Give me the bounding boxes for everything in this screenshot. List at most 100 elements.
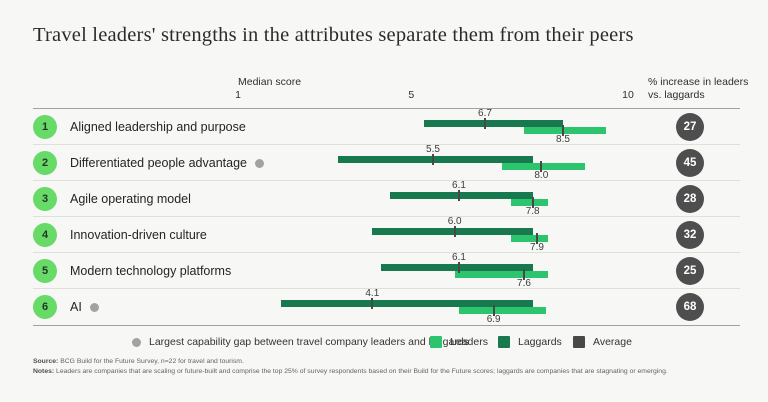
attribute-row: 5 Modern technology platforms 6.1 7.6 25 [33, 252, 740, 289]
attribute-label-text: Modern technology platforms [70, 264, 232, 278]
leaders-range-bar [511, 199, 548, 206]
leaders-range-bar [459, 307, 546, 314]
rank-badge: 6 [33, 295, 57, 319]
laggards-value-label: 6.7 [478, 108, 492, 119]
leaders-value-label: 7.9 [530, 242, 544, 253]
row-plot-area: 5.5 8.0 [238, 144, 628, 181]
average-swatch-icon [573, 336, 585, 348]
laggards-value-label: 6.1 [452, 180, 466, 191]
rank-badge: 4 [33, 223, 57, 247]
leaders-range-bar [502, 163, 585, 170]
leaders-range-bar [524, 127, 607, 134]
laggards-range-bar [372, 228, 533, 235]
largest-gap-dot-icon [255, 158, 264, 168]
attribute-row: 4 Innovation-driven culture 6.0 7.9 32 [33, 216, 740, 253]
attribute-label: Agile operating model [70, 181, 191, 217]
laggards-swatch-icon [498, 336, 510, 348]
pct-increase-badge: 25 [676, 257, 704, 285]
chart-title: Travel leaders' strengths in the attribu… [33, 24, 634, 46]
leaders-value-label: 8.5 [556, 134, 570, 145]
chart-rows: 1 Aligned leadership and purpose 6.7 8.5… [33, 108, 740, 326]
laggards-average-tick [453, 226, 456, 237]
leaders-swatch-icon [430, 336, 442, 348]
axis-title: Median score [238, 76, 302, 88]
leaders-value-label: 7.8 [525, 206, 540, 217]
laggards-value-label: 4.1 [365, 288, 380, 299]
source-line: Source: BCG Build for the Future Survey,… [33, 357, 753, 367]
source-prefix: Source: [33, 358, 59, 365]
attribute-label: Differentiated people advantage [70, 145, 264, 181]
pct-increase-badge: 68 [676, 293, 704, 321]
attribute-label: Innovation-driven culture [70, 217, 207, 253]
axis-tick-label: 5 [408, 89, 415, 101]
row-plot-area: 6.7 8.5 [238, 108, 628, 145]
leaders-average-tick [531, 197, 534, 208]
laggards-value-label: 6.1 [452, 252, 466, 263]
attribute-label-text: Agile operating model [70, 192, 191, 206]
laggards-average-tick [484, 118, 486, 129]
leaders-average-tick [540, 161, 543, 172]
leaders-value-label: 7.6 [517, 278, 531, 289]
row-plot-area: 6.0 7.9 [238, 216, 628, 253]
leaders-average-tick [492, 305, 495, 316]
laggards-value-label: 6.0 [447, 216, 462, 227]
leaders-average-tick [536, 233, 538, 244]
legend: Largest capability gap between travel co… [33, 336, 740, 352]
leaders-value-label: 8.0 [534, 170, 549, 181]
legend-leaders-label: Leaders [450, 336, 488, 348]
attribute-label-text: Innovation-driven culture [70, 228, 207, 242]
rank-badge: 3 [33, 187, 57, 211]
legend-item-laggards: Laggards [498, 336, 562, 348]
row-plot-area: 4.1 6.9 [238, 288, 628, 325]
leaders-average-tick [523, 269, 525, 280]
source-text: BCG Build for the Future Survey, n=22 fo… [58, 358, 244, 365]
laggards-value-label: 5.5 [426, 144, 440, 155]
laggards-average-tick [432, 154, 434, 165]
rank-badge: 5 [33, 259, 57, 283]
attribute-row: 6 AI 4.1 6.9 68 [33, 288, 740, 325]
laggards-average-tick [458, 262, 460, 273]
leaders-average-tick [562, 125, 564, 136]
footnotes: Source: BCG Build for the Future Survey,… [33, 357, 753, 376]
attribute-label-text: Differentiated people advantage [70, 156, 247, 170]
legend-gap-note-text: Largest capability gap between travel co… [149, 336, 469, 348]
row-plot-area: 6.1 7.6 [238, 252, 628, 289]
pct-increase-badge: 28 [676, 185, 704, 213]
attribute-row: 2 Differentiated people advantage 5.5 8.… [33, 144, 740, 181]
attribute-label-text: Aligned leadership and purpose [70, 120, 246, 134]
attribute-row: 3 Agile operating model 6.1 7.8 28 [33, 180, 740, 217]
legend-average-label: Average [593, 336, 632, 348]
gap-dot-icon [132, 337, 141, 347]
attribute-label: Modern technology platforms [70, 253, 231, 289]
laggards-range-bar [337, 156, 533, 163]
leaders-value-label: 6.9 [486, 314, 501, 325]
laggards-range-bar [281, 300, 533, 307]
legend-laggards-label: Laggards [518, 336, 562, 348]
attribute-label: Aligned leadership and purpose [70, 109, 246, 145]
leaders-range-bar [511, 235, 548, 242]
attribute-label: AI [70, 289, 99, 325]
row-plot-area: 6.1 7.8 [238, 180, 628, 217]
axis-ticks: 1 5 10 [235, 89, 634, 103]
pct-increase-badge: 45 [676, 149, 704, 177]
laggards-range-bar [389, 192, 533, 199]
notes-prefix: Notes: [33, 367, 55, 375]
attribute-label-text: AI [70, 300, 82, 314]
legend-item-leaders: Leaders [430, 336, 488, 348]
laggards-average-tick [458, 190, 460, 201]
laggards-range-bar [424, 120, 563, 127]
laggards-average-tick [371, 298, 374, 309]
pct-increase-badge: 27 [676, 113, 704, 141]
laggards-range-bar [381, 264, 533, 271]
attribute-row: 1 Aligned leadership and purpose 6.7 8.5… [33, 108, 740, 145]
notes-text: Leaders are companies that are scaling o… [54, 367, 668, 375]
rank-badge: 2 [33, 151, 57, 175]
notes-line: Notes: Leaders are companies that are sc… [33, 367, 753, 377]
pct-increase-badge: 32 [676, 221, 704, 249]
leaders-range-bar [454, 271, 548, 278]
largest-gap-dot-icon [89, 302, 99, 312]
rank-badge: 1 [33, 115, 57, 139]
axis-tick-label: 10 [622, 89, 634, 101]
legend-gap-note: Largest capability gap between travel co… [132, 336, 469, 348]
